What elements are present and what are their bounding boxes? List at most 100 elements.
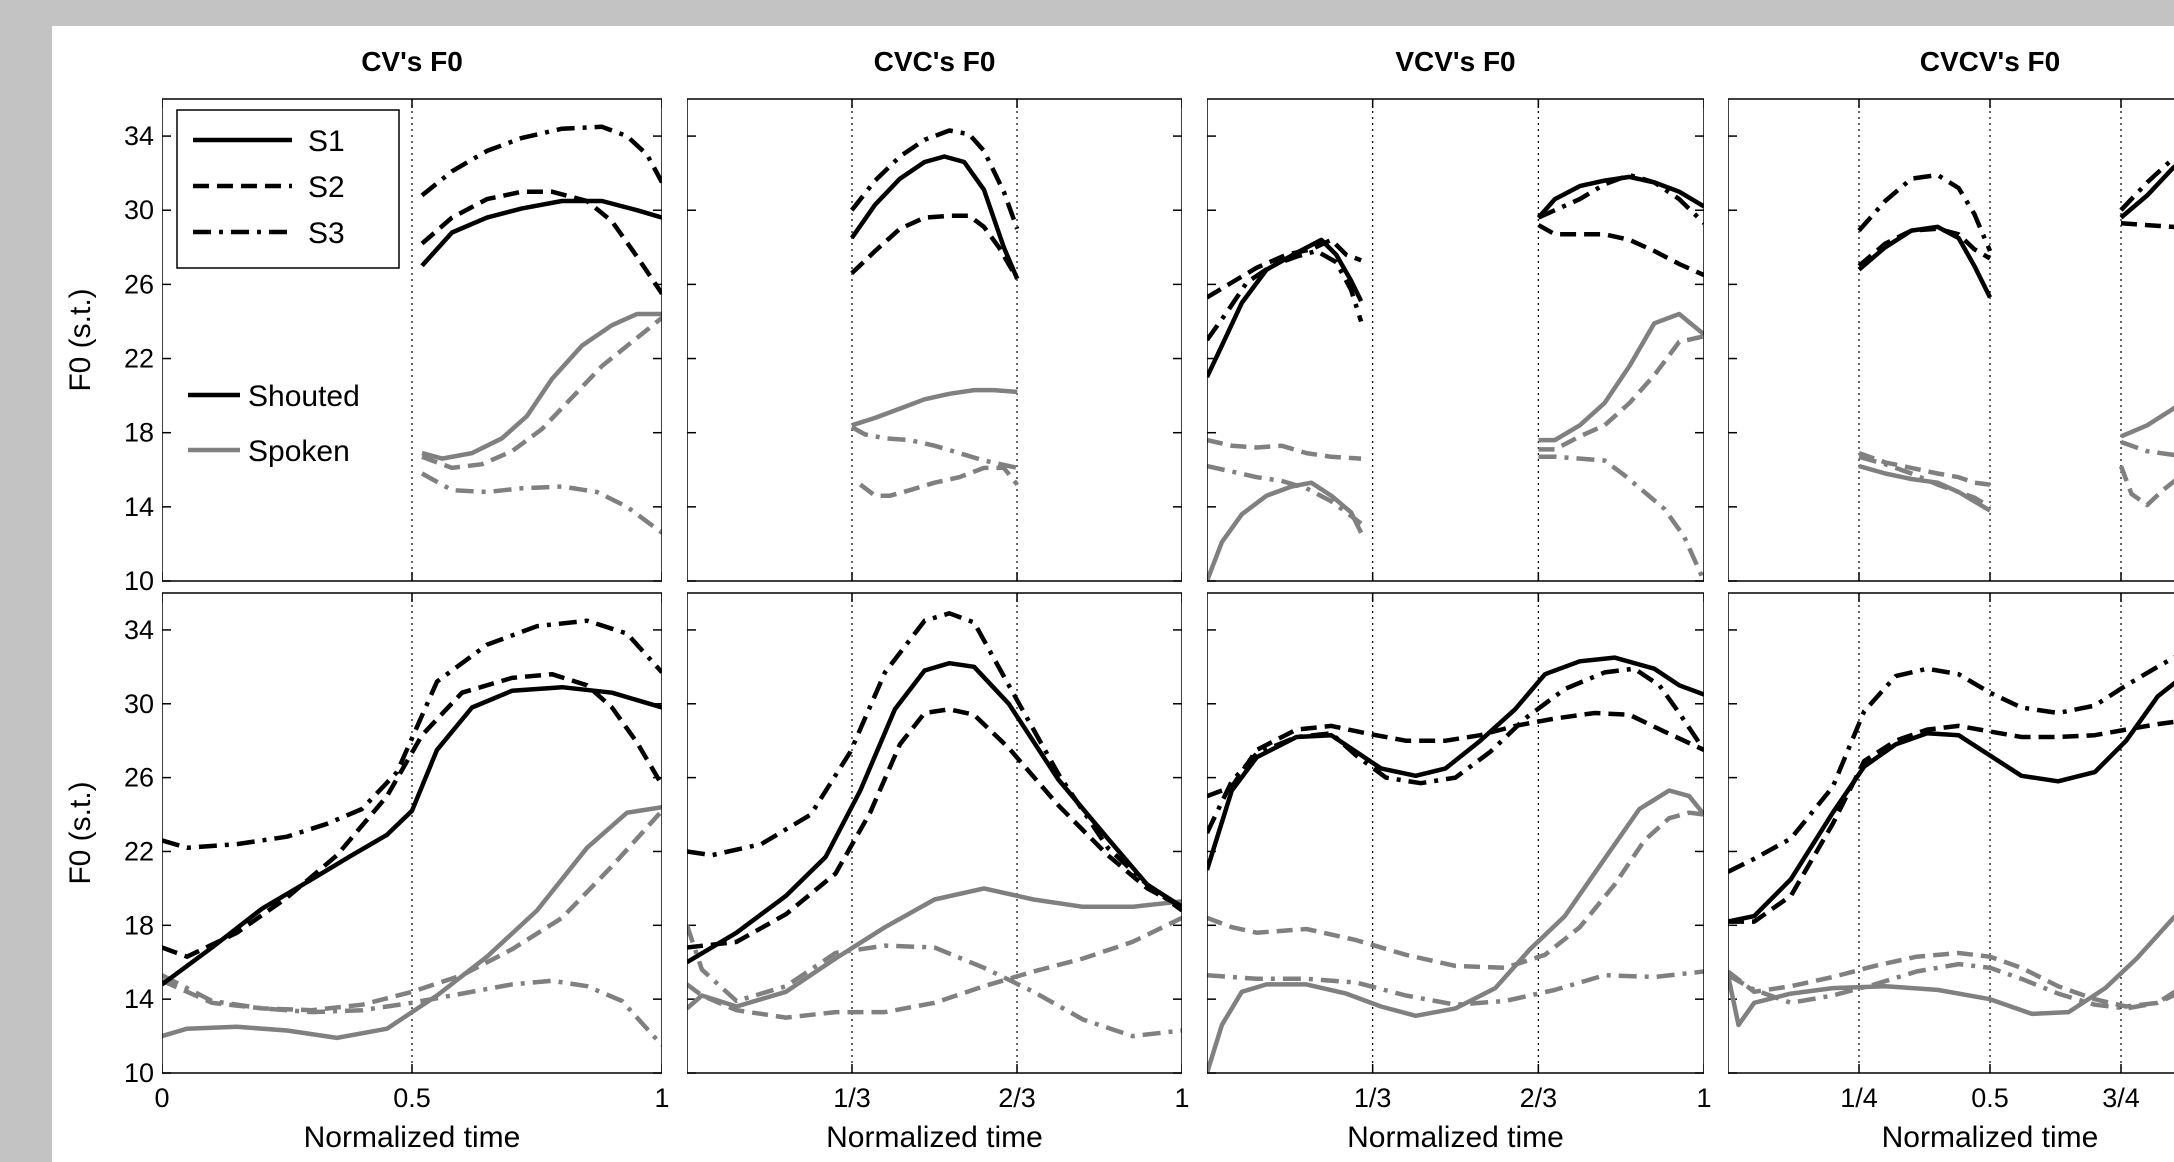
series-line-s3-spoken bbox=[687, 924, 1182, 1039]
x-tick-label: 3/4 bbox=[2102, 1083, 2140, 1113]
series-line-s3-shouted bbox=[162, 618, 662, 851]
panel-1-0 bbox=[162, 592, 662, 1074]
y-tick-label: 14 bbox=[124, 492, 154, 522]
y-tick-label: 18 bbox=[124, 418, 154, 448]
panel-0-3 bbox=[1728, 98, 2174, 582]
series-line-s2-spoken bbox=[687, 915, 1182, 1020]
series-line-s2-spoken bbox=[1728, 950, 2174, 1009]
panel-frame bbox=[687, 98, 1182, 582]
legend-label: Shouted bbox=[248, 380, 360, 413]
x-tick-label: 1/3 bbox=[1354, 1083, 1392, 1113]
series-line-s3-shouted bbox=[1207, 248, 1364, 342]
legend-label: S2 bbox=[308, 171, 345, 204]
panel-1-1 bbox=[687, 592, 1182, 1074]
series-line-s3-shouted bbox=[1857, 172, 1993, 252]
y-tick-label: 14 bbox=[124, 984, 154, 1014]
legend: S1 S2 S3 bbox=[176, 109, 400, 269]
series-line-s2-shouted bbox=[850, 213, 1020, 280]
series-line-s1-shouted bbox=[162, 684, 662, 987]
x-axis-label: Normalized time bbox=[826, 1121, 1043, 1154]
y-tick-label: 30 bbox=[124, 195, 154, 225]
series-line-s3-shouted bbox=[850, 128, 1020, 230]
x-tick-label: 1/4 bbox=[1840, 1083, 1878, 1113]
x-tick-label: 2/3 bbox=[998, 1083, 1036, 1113]
series-line-s1-shouted bbox=[849, 154, 1020, 280]
series-line-s2-shouted bbox=[1857, 226, 1992, 268]
column-title: CVCV's F0 bbox=[1920, 46, 2060, 77]
series-line-s2-spoken bbox=[1207, 437, 1362, 461]
x-tick-label: 2/3 bbox=[1520, 1083, 1558, 1113]
legend-label: S1 bbox=[308, 125, 345, 158]
series-line-s2-shouted bbox=[1207, 710, 1704, 799]
series-line-s1-spoken bbox=[162, 804, 662, 1041]
panel-frame bbox=[162, 592, 662, 1074]
series-line-s1-spoken bbox=[1207, 480, 1364, 582]
panel-0-1 bbox=[687, 98, 1182, 582]
series-line-s1-shouted bbox=[2119, 164, 2174, 220]
series-line-s3-spoken bbox=[1207, 969, 1704, 1007]
series-line-s2-spoken bbox=[2118, 465, 2174, 508]
series-line-s3-shouted bbox=[1537, 172, 1704, 225]
panel-frame bbox=[162, 98, 662, 582]
panel-background bbox=[687, 99, 1182, 581]
series-line-s3-spoken bbox=[1728, 961, 2174, 1011]
series-line-s1-shouted bbox=[1728, 680, 2174, 924]
x-axis-label: Normalized time bbox=[304, 1121, 521, 1154]
series-line-s2-spoken bbox=[421, 316, 662, 471]
panel-frame bbox=[687, 592, 1182, 1074]
series-line-s1-shouted bbox=[420, 198, 662, 268]
y-tick-label: 22 bbox=[124, 836, 154, 866]
series-line-s2-spoken bbox=[1538, 334, 1704, 452]
panel-frame bbox=[1728, 592, 2174, 1074]
x-axis-label: Normalized time bbox=[1347, 1121, 1564, 1154]
series-line-s3-shouted bbox=[420, 124, 662, 198]
series-line-s1-spoken bbox=[687, 886, 1182, 1011]
series-line-s3-spoken bbox=[1538, 454, 1704, 582]
panel-1-3 bbox=[1728, 592, 2174, 1074]
series-line-s2-shouted bbox=[420, 189, 662, 295]
x-tick-label: 1 bbox=[1696, 1083, 1711, 1113]
series-line-s2-shouted bbox=[162, 671, 662, 959]
panel-frame bbox=[1207, 98, 1704, 582]
y-tick-label: 10 bbox=[124, 566, 154, 596]
y-tick-label: 34 bbox=[124, 615, 154, 645]
series-line-s3-shouted bbox=[687, 611, 1182, 913]
x-tick-label: 0.5 bbox=[393, 1083, 431, 1113]
series-line-s1-spoken bbox=[1728, 914, 2174, 1028]
x-tick-label: 1/3 bbox=[833, 1083, 871, 1113]
panel-0-2 bbox=[1207, 98, 1704, 582]
legend-box bbox=[176, 109, 400, 269]
column-title: CV's F0 bbox=[361, 46, 463, 77]
series-line-s1-spoken bbox=[1207, 788, 1704, 1074]
y-tick-label: 30 bbox=[124, 689, 154, 719]
y-tick-label: 10 bbox=[124, 1058, 154, 1088]
series-line-s1-shouted bbox=[1857, 224, 1993, 299]
f0-chart: CV's F0 CVC's F0 VCV's F0 CVCV's F010141822… bbox=[64, 46, 2174, 1154]
legend-label: Spoken bbox=[248, 435, 350, 468]
x-tick-label: 1 bbox=[654, 1083, 669, 1113]
series-line-s2-shouted bbox=[1728, 719, 2174, 924]
x-axis-label: Normalized time bbox=[1882, 1121, 2099, 1154]
y-axis-label: F0 (s.t.) bbox=[64, 781, 97, 884]
y-tick-label: 18 bbox=[124, 910, 154, 940]
y-axis-label: F0 (s.t.) bbox=[64, 288, 97, 391]
series-line-s3-spoken bbox=[1207, 463, 1363, 526]
column-title: CVC's F0 bbox=[874, 46, 996, 77]
series-line-s3-spoken bbox=[1858, 454, 1992, 509]
series-line-s3-shouted bbox=[1207, 666, 1704, 834]
panel-frame bbox=[1207, 592, 1704, 1074]
panel-1-2 bbox=[1207, 592, 1704, 1074]
series-line-s1-spoken bbox=[421, 311, 662, 461]
series-line-s2-shouted bbox=[1537, 223, 1704, 278]
y-tick-label: 26 bbox=[124, 763, 154, 793]
series-line-s1-spoken bbox=[2120, 405, 2174, 439]
series-line-s3-shouted bbox=[1728, 654, 2174, 874]
series-line-s2-shouted bbox=[687, 707, 1182, 950]
panel-background bbox=[1207, 593, 1704, 1073]
series-line-s2-shouted bbox=[1207, 237, 1362, 300]
series-line-s1-spoken bbox=[1538, 311, 1704, 443]
figure: CV's F0 CVC's F0 VCV's F0 CVCV's F0 10 14 18 22… bbox=[52, 26, 2174, 1162]
series-line-s1-spoken bbox=[851, 387, 1018, 428]
x-tick-label: 0.5 bbox=[1971, 1083, 2009, 1113]
x-tick-label: 0 bbox=[154, 1083, 169, 1113]
